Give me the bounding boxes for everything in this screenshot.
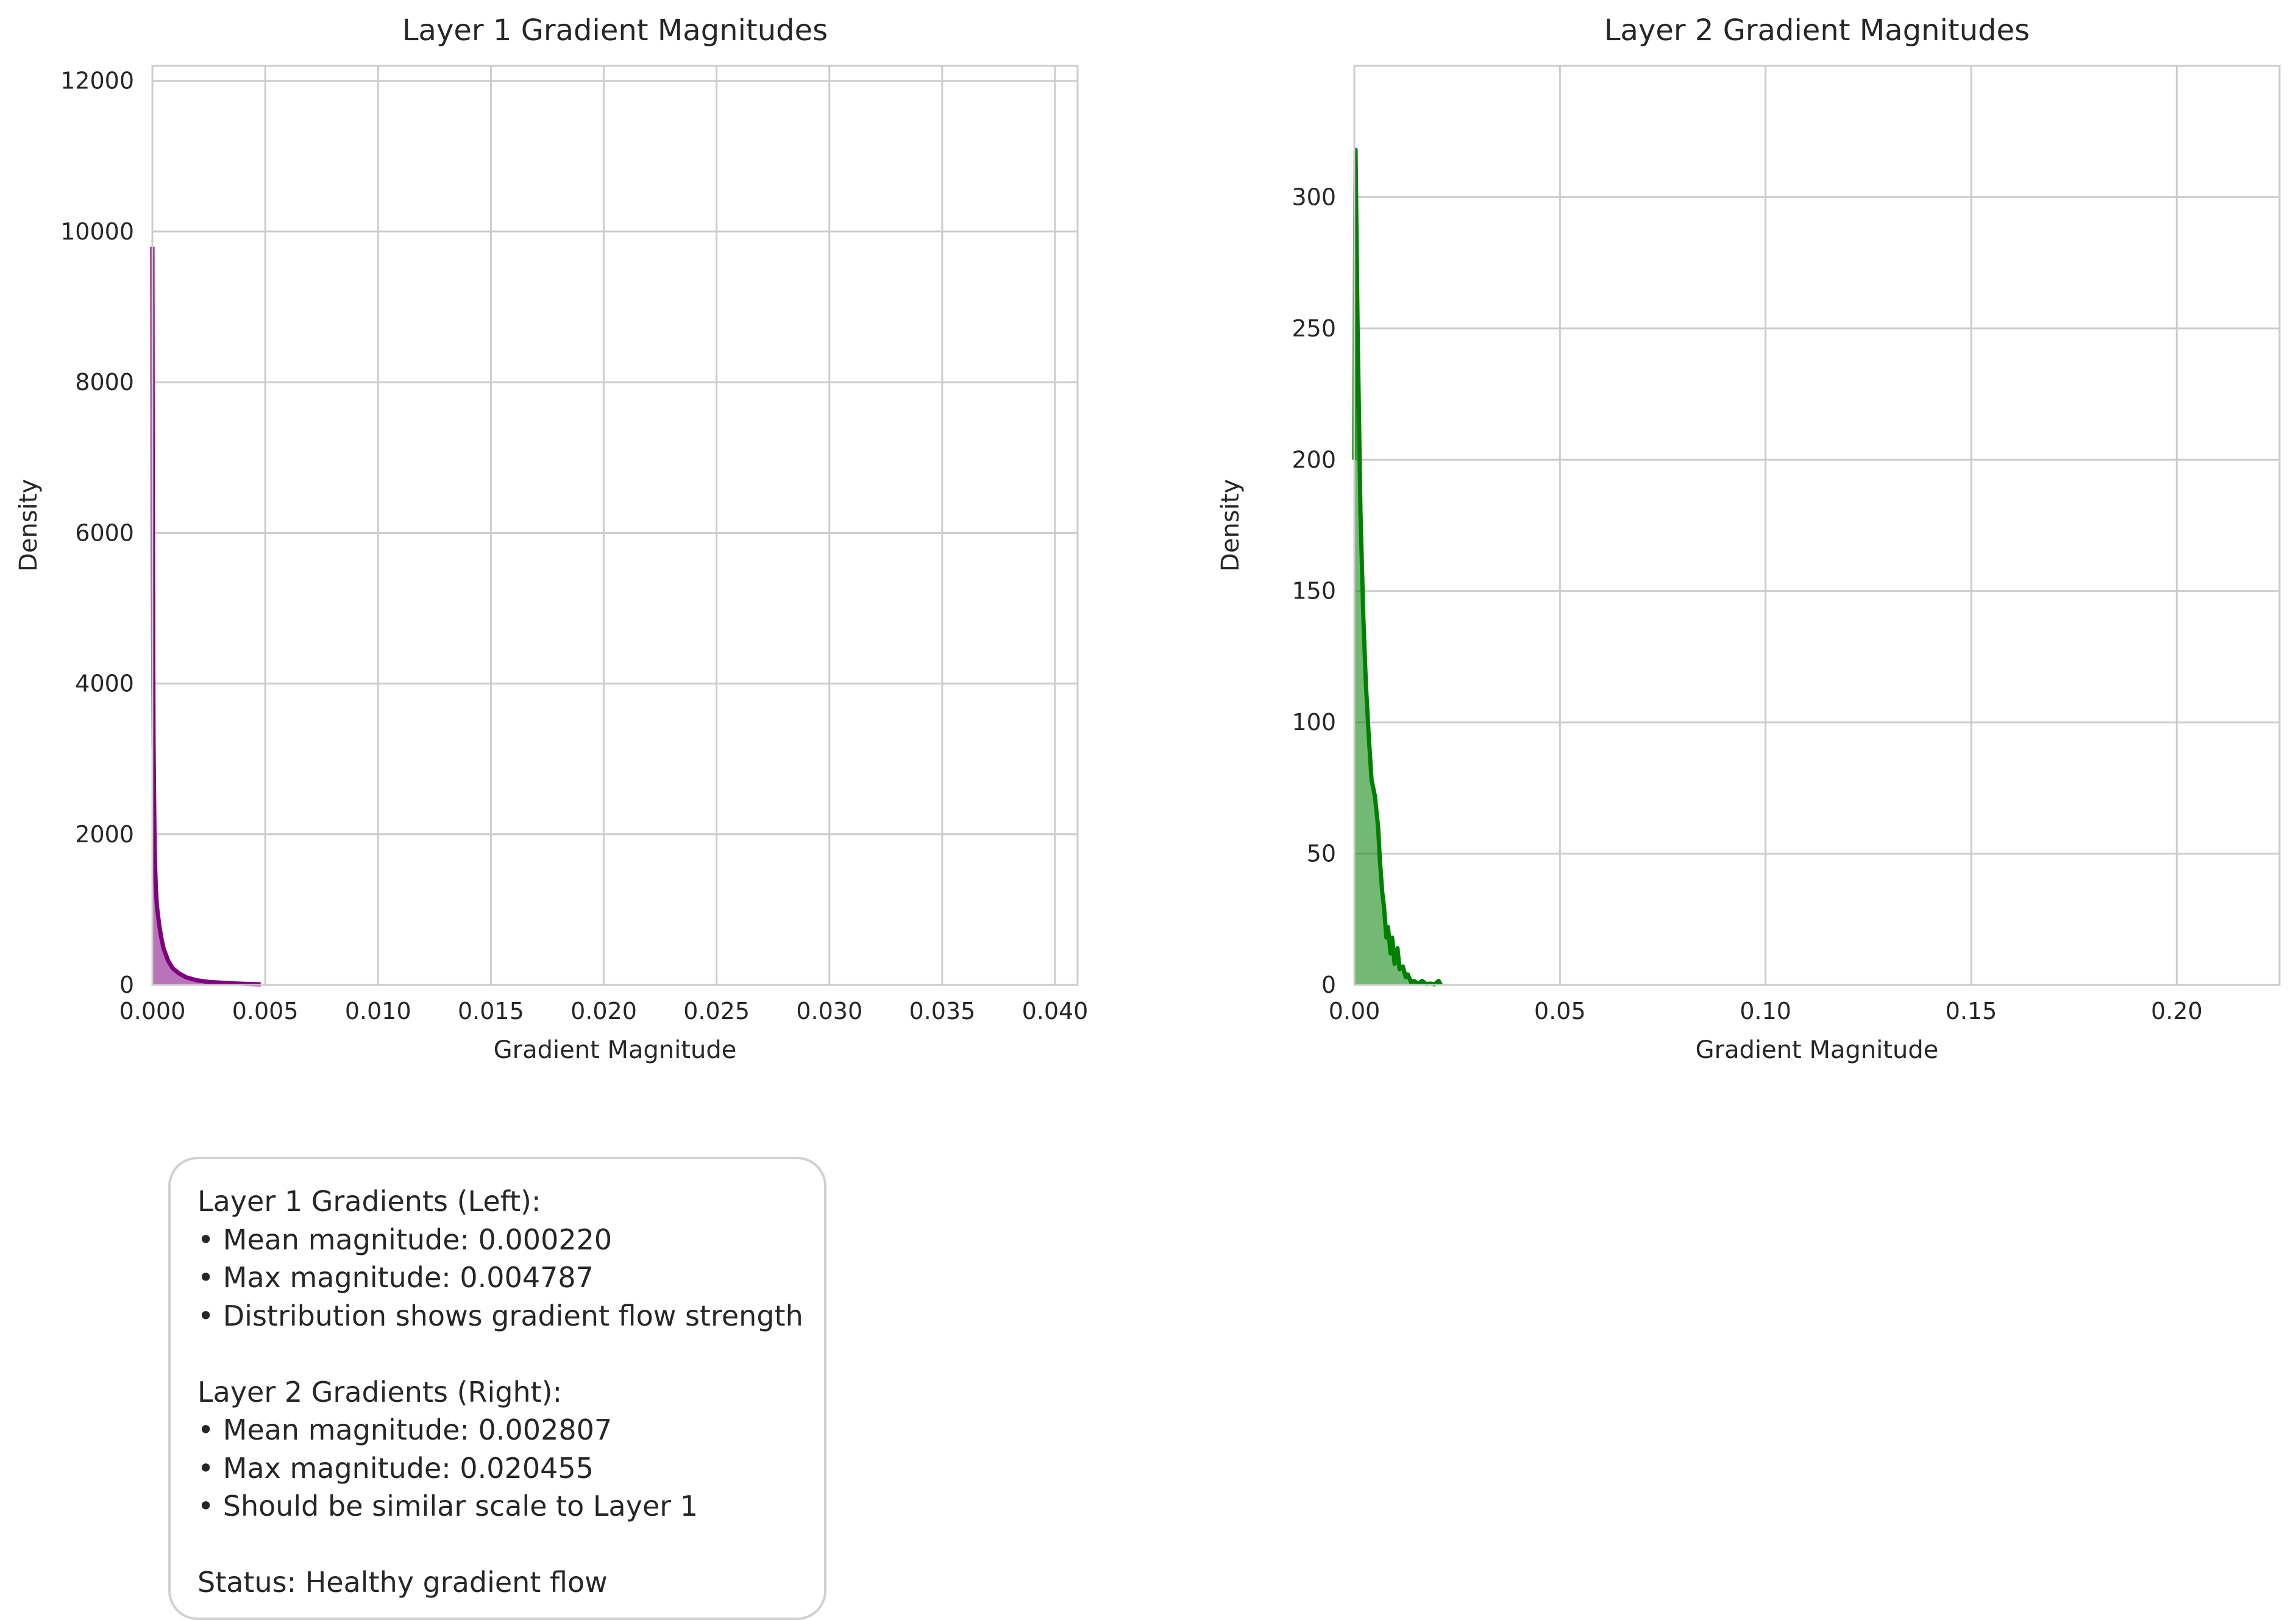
layer1-x-tick-label: 0.025	[683, 998, 750, 1025]
stats-line: • Max magnitude: 0.004787	[197, 1261, 594, 1294]
layer2-x-tick-label: 0.00	[1329, 998, 1381, 1025]
layer1-density-area	[152, 246, 261, 986]
layer1-chart-title: Layer 1 Gradient Magnitudes	[402, 13, 828, 48]
layer1-x-tick-label: 0.020	[570, 998, 637, 1025]
layer1-x-tick-label: 0.035	[909, 998, 975, 1025]
layer1-x-tick-label: 0.015	[458, 998, 524, 1025]
gradient-stats-box: Layer 1 Gradients (Left): • Mean magnitu…	[168, 1157, 826, 1620]
layer2-x-tick-label: 0.20	[2151, 998, 2203, 1025]
layer2-x-axis-label: Gradient Magnitude	[1696, 1036, 1939, 1064]
layer1-x-tick-label: 0.040	[1022, 998, 1089, 1025]
stats-line: • Should be similar scale to Layer 1	[197, 1490, 698, 1522]
layer2-x-tick-label: 0.15	[1946, 998, 1997, 1025]
layer2-plot-frame	[1353, 65, 2281, 986]
stats-line	[197, 1526, 797, 1564]
layer1-x-tick-label: 0.010	[345, 998, 411, 1025]
layer2-x-tick-label: 0.10	[1740, 998, 1791, 1025]
layer1-plot-frame	[151, 65, 1079, 986]
layer1-x-tick-label: 0.005	[232, 998, 299, 1025]
stats-line: Layer 1 Gradients (Left):	[197, 1185, 541, 1218]
layer1-x-axis-label: Gradient Magnitude	[494, 1036, 737, 1064]
layer1-y-tick-label: 6000	[75, 519, 134, 546]
layer2-y-tick-label: 100	[1292, 709, 1336, 736]
layer1-x-tick-label: 0.000	[119, 998, 186, 1025]
stats-line: • Distribution shows gradient flow stren…	[197, 1299, 803, 1332]
layer2-density-line	[1352, 147, 1443, 987]
layer2-y-tick-label: 200	[1292, 446, 1336, 473]
layer2-y-tick-label: 300	[1292, 183, 1336, 210]
layer1-y-tick-label: 8000	[75, 369, 134, 396]
layer2-y-tick-label: 0	[1321, 972, 1336, 998]
stats-line: Layer 2 Gradients (Right):	[197, 1375, 563, 1409]
layer1-y-tick-label: 10000	[60, 218, 134, 245]
layer1-tick-labels: 0.000 0.005 0.010 0.015 0.020 0.025 0.030 0.035…	[60, 68, 1088, 1025]
stats-line: Status: Healthy gradient flow	[197, 1566, 608, 1599]
layer1-grid	[151, 66, 1078, 986]
layer2-density-area	[1354, 149, 1441, 985]
layer1-y-axis-label: Density	[15, 479, 43, 572]
layer1-y-tick-label: 0	[119, 972, 134, 998]
layer1-density-line	[150, 246, 261, 987]
layer1-chart: 0.000 0.005 0.010 0.015 0.020 0.025 0.030 0.035…	[15, 13, 1088, 1064]
layer1-y-tick-label: 4000	[75, 670, 134, 697]
stats-line	[197, 1335, 797, 1373]
layer2-y-tick-label: 250	[1292, 315, 1336, 342]
stats-line: • Mean magnitude: 0.000220	[197, 1223, 613, 1256]
layer2-y-tick-label: 150	[1292, 578, 1336, 605]
layer2-tick-labels: 0.00 0.05 0.10 0.15 0.20 0 50 100 150 200 250 300	[1292, 183, 2202, 1025]
layer2-y-tick-label: 50	[1307, 840, 1336, 867]
stats-line: • Mean magnitude: 0.002807	[197, 1413, 613, 1446]
stats-line: • Max magnitude: 0.020455	[197, 1451, 594, 1485]
layer1-x-tick-label: 0.030	[796, 998, 862, 1025]
layer2-chart-title: Layer 2 Gradient Magnitudes	[1604, 13, 2030, 48]
layer2-chart: 0.00 0.05 0.10 0.15 0.20 0 50 100 150 200 250 300 L…	[1217, 13, 2281, 1064]
layer2-x-tick-label: 0.05	[1534, 998, 1586, 1025]
layer2-grid	[1353, 66, 2280, 986]
layer1-y-tick-label: 12000	[60, 68, 134, 94]
layer1-y-tick-label: 2000	[75, 821, 134, 848]
layer2-y-axis-label: Density	[1217, 479, 1245, 572]
